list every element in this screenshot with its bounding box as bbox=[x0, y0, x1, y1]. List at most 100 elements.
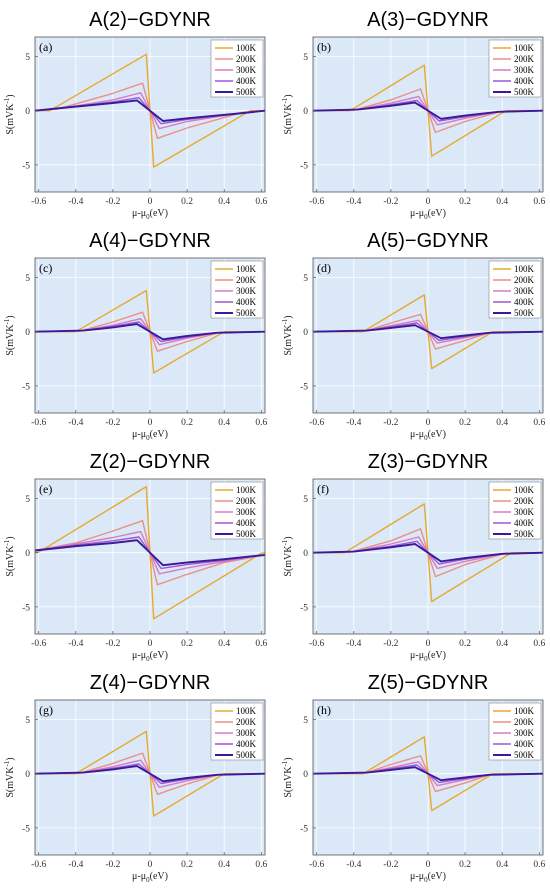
series-line bbox=[34, 539, 266, 567]
y-axis-label-main: S(mVK bbox=[283, 766, 294, 798]
panel-label: (c) bbox=[39, 261, 52, 275]
panel-label: (f) bbox=[317, 482, 329, 496]
y-tick-label: 0 bbox=[25, 549, 30, 559]
x-tick-label: 0.4 bbox=[218, 418, 230, 428]
y-tick-label: 5 bbox=[25, 495, 30, 505]
y-tick-label: 0 bbox=[303, 328, 308, 338]
y-axis-label-end: ) bbox=[283, 94, 294, 97]
legend-box bbox=[488, 39, 542, 98]
x-tick-label: -0.4 bbox=[346, 418, 361, 428]
x-axis-label-main: μ-μ bbox=[132, 650, 146, 661]
x-axis-label-main: μ-μ bbox=[132, 208, 146, 219]
legend-entry: 500K bbox=[236, 529, 257, 539]
legend-entry: 400K bbox=[514, 739, 535, 749]
legend-box bbox=[488, 481, 542, 540]
series-line bbox=[312, 101, 544, 120]
x-tick-label: -0.2 bbox=[105, 418, 120, 428]
x-tick-label: -0.6 bbox=[31, 418, 46, 428]
legend-entry: 300K bbox=[236, 728, 257, 738]
x-tick-label: 0 bbox=[426, 639, 431, 649]
chart-title: Z(2)−GDYNR bbox=[90, 451, 211, 473]
y-tick-label: 5 bbox=[303, 495, 308, 505]
panel-label: (d) bbox=[317, 261, 331, 275]
x-axis-label-sub: 0 bbox=[146, 655, 150, 663]
legend-entry: 300K bbox=[236, 507, 257, 517]
y-axis-label-sup: -1 bbox=[3, 97, 11, 103]
x-tick-label: 0.2 bbox=[181, 639, 193, 649]
y-axis-label-sup: -1 bbox=[3, 539, 11, 545]
x-tick-label: -0.2 bbox=[383, 639, 398, 649]
legend-entry: 500K bbox=[514, 87, 535, 97]
chart-title: Z(5)−GDYNR bbox=[368, 672, 489, 694]
x-tick-label: 0.4 bbox=[496, 639, 508, 649]
y-tick-label: 0 bbox=[25, 107, 30, 117]
legend-entry: 100K bbox=[514, 706, 535, 716]
series-line bbox=[34, 765, 266, 783]
x-tick-label: -0.4 bbox=[346, 197, 361, 207]
y-tick-label: 5 bbox=[25, 716, 30, 726]
legend-box bbox=[488, 702, 542, 761]
x-axis-label: μ-μ0(eV) bbox=[132, 429, 168, 442]
legend-entry: 100K bbox=[236, 706, 257, 716]
x-axis-label-unit: (eV) bbox=[428, 650, 446, 661]
x-axis-label-sub: 0 bbox=[424, 213, 428, 221]
y-axis-label-sup: -1 bbox=[3, 318, 11, 324]
chart-panel: A(4)−GDYNR-0.6 -0.4 -0.2 0 0.2 0.4 0.650-5μ-μ0… bbox=[3, 230, 267, 442]
y-tick-label: -5 bbox=[300, 161, 308, 171]
x-axis-label-unit: (eV) bbox=[150, 650, 168, 661]
x-axis-label: μ-μ0(eV) bbox=[410, 650, 446, 663]
x-tick-label: -0.6 bbox=[31, 639, 46, 649]
chart-title: Z(4)−GDYNR bbox=[90, 672, 211, 694]
x-axis-label-sub: 0 bbox=[424, 434, 428, 442]
y-axis-label-main: S(mVK bbox=[283, 545, 294, 577]
x-tick-label: 0 bbox=[148, 197, 153, 207]
x-tick-label: 0.2 bbox=[459, 418, 471, 428]
x-tick-label: 0.6 bbox=[255, 639, 267, 649]
x-tick-label: 0 bbox=[426, 860, 431, 870]
chart-title: Z(3)−GDYNR bbox=[368, 451, 489, 473]
panel-label: (g) bbox=[39, 703, 53, 717]
legend-entry: 200K bbox=[514, 275, 535, 285]
y-tick-label: 5 bbox=[25, 53, 30, 63]
y-axis-label-main: S(mVK bbox=[283, 103, 294, 135]
x-tick-label: 0.2 bbox=[181, 418, 193, 428]
x-tick-label: 0 bbox=[148, 860, 153, 870]
y-axis-label: S(mVK-1) bbox=[281, 536, 294, 576]
y-tick-label: 5 bbox=[303, 53, 308, 63]
y-tick-label: 5 bbox=[25, 274, 30, 284]
x-axis-label-unit: (eV) bbox=[428, 208, 446, 219]
x-axis-label-main: μ-μ bbox=[132, 871, 146, 882]
x-tick-label: -0.4 bbox=[346, 639, 361, 649]
x-tick-label: -0.6 bbox=[309, 639, 324, 649]
x-tick-label: -0.6 bbox=[309, 418, 324, 428]
panel-label: (a) bbox=[39, 40, 52, 54]
x-tick-label: 0.4 bbox=[496, 197, 508, 207]
x-tick-label: 0.2 bbox=[459, 860, 471, 870]
chart-title: A(5)−GDYNR bbox=[367, 230, 489, 252]
y-axis-label-sup: -1 bbox=[3, 760, 11, 766]
x-tick-label: 0 bbox=[426, 418, 431, 428]
y-tick-label: 5 bbox=[303, 716, 308, 726]
y-axis-label-sup: -1 bbox=[281, 318, 289, 324]
x-axis-label-unit: (eV) bbox=[150, 429, 168, 440]
y-axis-label-main: S(mVK bbox=[5, 103, 16, 135]
x-tick-label: -0.2 bbox=[105, 639, 120, 649]
x-tick-label: -0.2 bbox=[383, 860, 398, 870]
legend-entry: 400K bbox=[236, 518, 257, 528]
legend-entry: 200K bbox=[236, 54, 257, 64]
y-axis-label: S(mVK-1) bbox=[281, 94, 294, 134]
x-tick-label: 0.6 bbox=[533, 418, 545, 428]
x-axis-label: μ-μ0(eV) bbox=[132, 871, 168, 884]
x-tick-label: 0.6 bbox=[533, 639, 545, 649]
x-tick-label: 0.4 bbox=[218, 197, 230, 207]
legend-entry: 100K bbox=[236, 485, 257, 495]
legend-entry: 500K bbox=[236, 87, 257, 97]
chart-panel: Z(2)−GDYNR-0.6 -0.4 -0.2 0 0.2 0.4 0.650-5μ-μ0… bbox=[3, 451, 267, 663]
y-tick-label: 5 bbox=[303, 274, 308, 284]
y-tick-label: -5 bbox=[22, 382, 30, 392]
y-tick-label: -5 bbox=[22, 603, 30, 613]
legend-box bbox=[210, 481, 264, 540]
panel-label: (h) bbox=[317, 703, 331, 717]
x-tick-label: -0.6 bbox=[309, 860, 324, 870]
